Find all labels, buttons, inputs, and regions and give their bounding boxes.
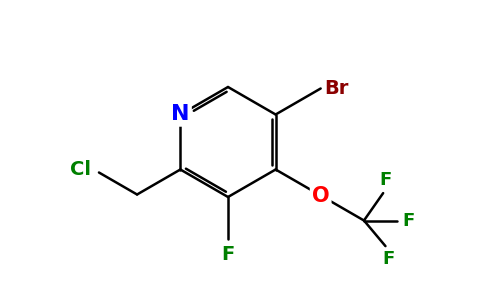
Text: F: F [221, 245, 235, 264]
Text: O: O [312, 185, 330, 206]
Text: Br: Br [325, 79, 349, 98]
Text: Cl: Cl [70, 160, 91, 179]
Text: F: F [402, 212, 414, 230]
Text: F: F [382, 250, 394, 268]
Text: N: N [171, 104, 190, 124]
Text: F: F [379, 171, 392, 189]
